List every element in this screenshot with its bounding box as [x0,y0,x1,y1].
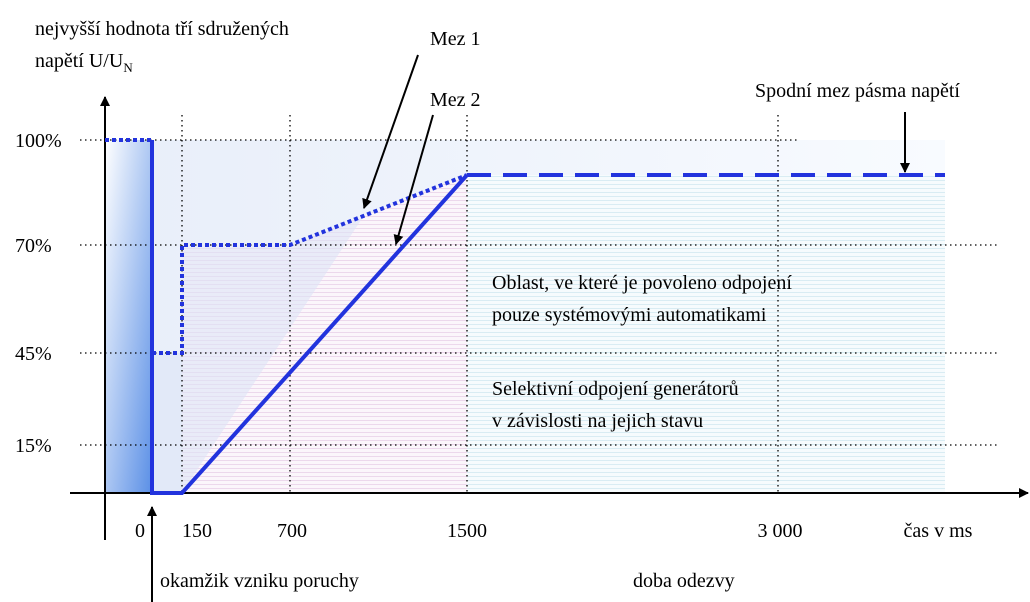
y-label: 70% [15,235,52,257]
title-line: nejvyšší hodnota tří sdružených [35,18,289,40]
region-text: Oblast, ve které je povoleno odpojení [492,272,792,294]
annotation: Spodní mez pásma napětí [755,80,960,102]
region-text: v závislosti na jejich stavu [492,410,703,432]
x-label: 1500 [447,520,487,542]
y-label: 45% [15,343,52,365]
y-label: 100% [15,130,62,152]
x-label: 700 [277,520,307,542]
annotation: Mez 1 [430,28,481,50]
region-text: Selektivní odpojení generátorů [492,378,739,400]
y-label: 15% [15,435,52,457]
title-line: napětí U/UN [35,50,133,75]
grid [80,115,1000,493]
region-text: pouze systémovými automatikami [492,304,767,326]
bottom-text: doba odezvy [633,570,735,592]
annotation: Mez 2 [430,89,481,111]
title-text: napětí U/U [35,50,124,72]
bottom-text: okamžik vzniku poruchy [160,570,359,592]
title-subscript: N [123,60,133,75]
x-label: 0 [135,520,145,542]
axes [70,96,1029,540]
curves [105,138,945,495]
x-label: 150 [182,520,212,542]
backgrounds [105,140,945,493]
arrows [147,54,910,602]
x-label: čas v ms [904,520,973,542]
x-label: 3 000 [758,520,803,542]
